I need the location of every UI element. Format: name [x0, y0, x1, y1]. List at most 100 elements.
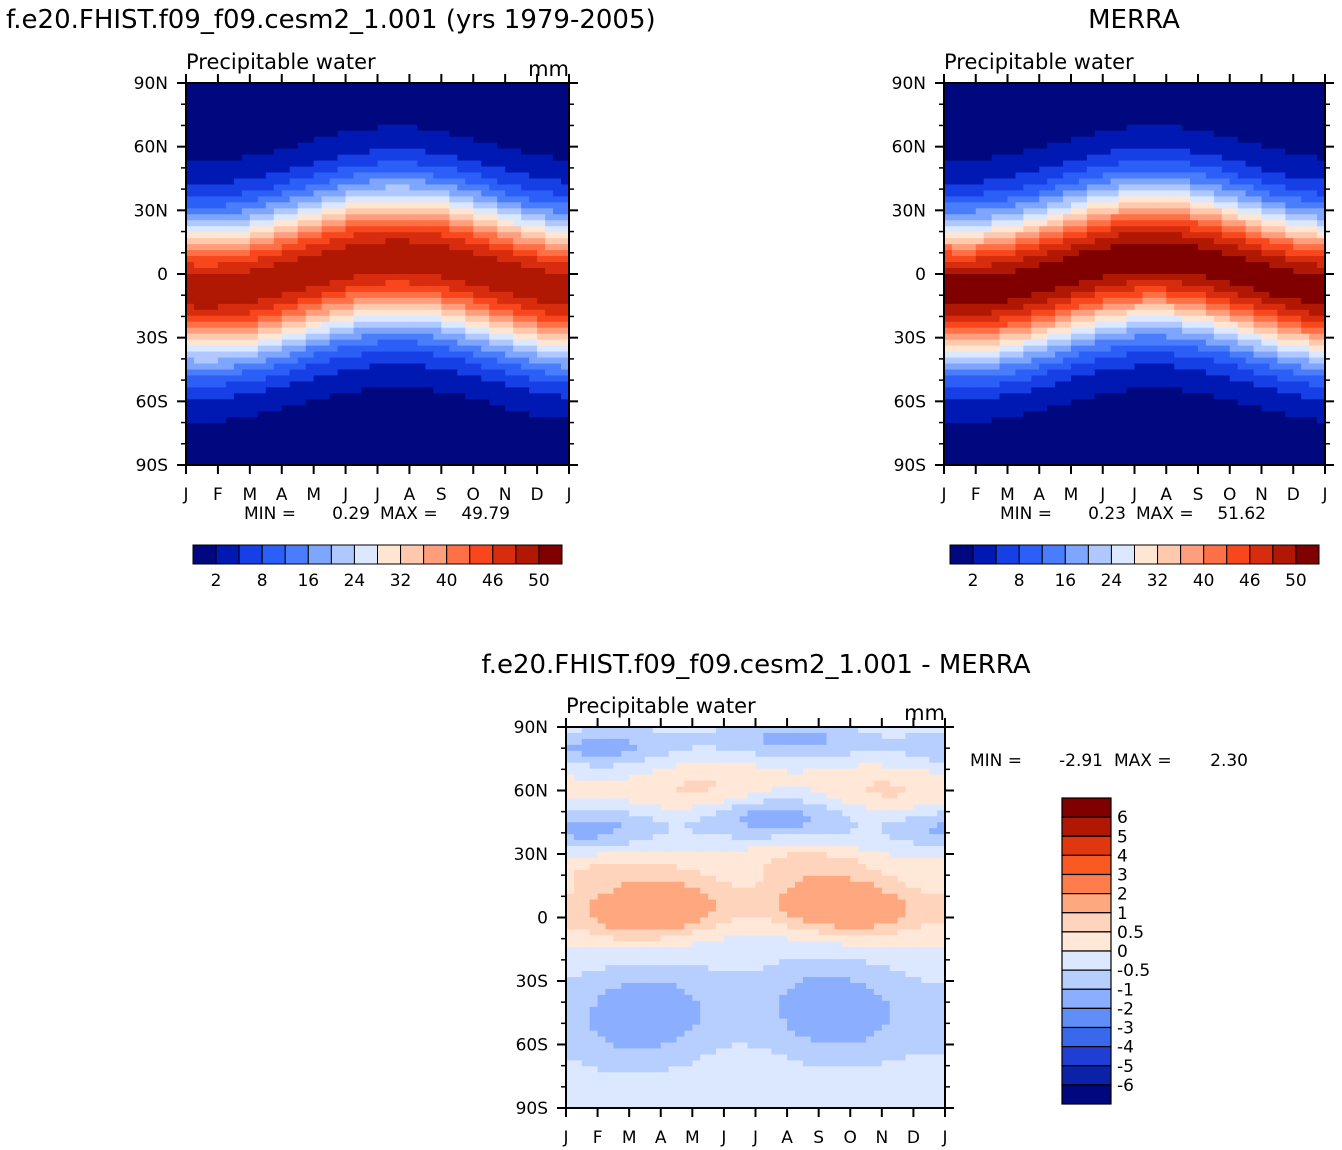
- contour-cell: [561, 417, 569, 424]
- contour-cell: [337, 232, 347, 239]
- contour-cell: [313, 202, 323, 209]
- contour-cell: [959, 166, 969, 174]
- contour-cell: [186, 100, 195, 108]
- contour-cell: [201, 88, 211, 96]
- contour-cell: [385, 256, 395, 263]
- contour-cell: [513, 345, 522, 353]
- contour-cell: [321, 262, 331, 269]
- contour-cell: [1174, 274, 1183, 281]
- contour-cell: [505, 321, 514, 329]
- colorbar: 2 8 16 24 32 40 46 50: [192, 544, 563, 591]
- contour-cell: [329, 100, 339, 108]
- contour-cell: [944, 100, 953, 108]
- contour-cell: [201, 83, 211, 90]
- contour-cell: [385, 339, 395, 347]
- contour-cell: [505, 166, 514, 174]
- contour-cell: [1071, 172, 1080, 180]
- contour-cell: [1245, 256, 1255, 263]
- contour-cell: [345, 94, 355, 102]
- contour-cell: [983, 154, 993, 162]
- contour-cell: [537, 166, 546, 174]
- contour-cell: [369, 124, 379, 132]
- contour-cell: [1213, 142, 1223, 150]
- contour-cell: [537, 178, 546, 186]
- contour-cell: [289, 399, 299, 406]
- contour-cell: [265, 291, 275, 299]
- contour-cell: [385, 447, 395, 454]
- contour-cell: [321, 196, 331, 203]
- contour-cell: [1102, 285, 1112, 293]
- contour-cell: [345, 387, 355, 394]
- contour-cell: [1269, 256, 1278, 263]
- contour-cell: [361, 417, 371, 424]
- contour-cell: [489, 411, 498, 418]
- contour-cell: [257, 262, 267, 269]
- contour-cell: [1150, 142, 1159, 150]
- contour-cell: [1158, 303, 1167, 311]
- contour-cell: [1126, 208, 1136, 215]
- contour-cell: [377, 393, 387, 400]
- contour-cell: [425, 291, 434, 299]
- contour-cell: [497, 88, 506, 96]
- contour-cell: [377, 178, 387, 186]
- contour-cell: [233, 184, 243, 192]
- contour-cell: [967, 83, 977, 90]
- contour-cell: [377, 291, 387, 299]
- contour-cell: [345, 285, 355, 293]
- colorbar-swatch: [353, 544, 379, 565]
- contour-cell: [1277, 279, 1286, 287]
- contour-cell: [353, 160, 363, 168]
- contour-cell: [1015, 291, 1024, 299]
- contour-cell: [337, 399, 347, 406]
- contour-cell: [233, 196, 243, 203]
- contour-cell: [225, 375, 235, 383]
- contour-cell: [481, 106, 490, 114]
- contour-cell: [983, 160, 993, 168]
- contour-cell: [433, 136, 442, 144]
- contour-cell: [289, 285, 299, 293]
- contour-cell: [481, 375, 490, 383]
- contour-cell: [417, 375, 426, 383]
- contour-cell: [1261, 202, 1271, 209]
- x-tick-label: J: [182, 485, 188, 505]
- contour-cell: [457, 405, 466, 412]
- contour-cell: [513, 214, 522, 221]
- contour-cell: [241, 238, 251, 245]
- contour-cell: [944, 220, 953, 227]
- contour-cell: [257, 375, 267, 383]
- contour-cell: [393, 363, 403, 371]
- contour-cell: [193, 166, 203, 174]
- contour-cell: [297, 202, 307, 209]
- contour-cell: [1047, 262, 1056, 269]
- contour-cell: [983, 214, 993, 221]
- contour-cell: [1182, 94, 1191, 102]
- contour-cell: [545, 130, 554, 138]
- contour-cell: [369, 417, 379, 424]
- contour-cell: [441, 357, 450, 365]
- contour-cell: [999, 148, 1009, 156]
- contour-cell: [273, 411, 283, 418]
- contour-cell: [409, 190, 418, 198]
- contour-cell: [505, 399, 514, 406]
- contour-cell: [1015, 124, 1024, 132]
- contour-cell: [1317, 274, 1325, 281]
- contour-cell: [321, 232, 331, 239]
- contour-cell: [1134, 130, 1144, 138]
- contour-cell: [1245, 130, 1255, 138]
- contour-cell: [1190, 106, 1199, 114]
- contour-cell: [361, 124, 371, 132]
- contour-cell: [281, 136, 291, 144]
- contour-cell: [991, 88, 1001, 96]
- contour-cell: [441, 285, 450, 293]
- contour-cell: [553, 399, 562, 406]
- contour-cell: [1078, 106, 1088, 114]
- contour-cell: [1190, 94, 1199, 102]
- contour-cell: [249, 118, 259, 126]
- contour-cell: [281, 274, 291, 281]
- contour-cell: [297, 124, 307, 132]
- contour-cell: [561, 214, 569, 221]
- contour-cell: [186, 124, 195, 132]
- contour-cell: [193, 202, 203, 209]
- contour-cell: [353, 291, 363, 299]
- contour-cell: [353, 369, 363, 377]
